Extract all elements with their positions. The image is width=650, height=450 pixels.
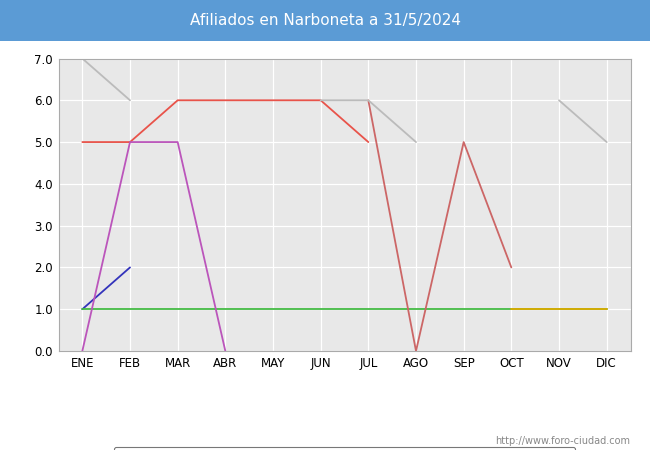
Text: Afiliados en Narboneta a 31/5/2024: Afiliados en Narboneta a 31/5/2024 bbox=[190, 13, 460, 28]
Text: http://www.foro-ciudad.com: http://www.foro-ciudad.com bbox=[495, 436, 630, 446]
Legend: 2024, 2023, 2022, 2021, 2020, 2019, 2018, 2017: 2024, 2023, 2022, 2021, 2020, 2019, 2018… bbox=[114, 447, 575, 450]
